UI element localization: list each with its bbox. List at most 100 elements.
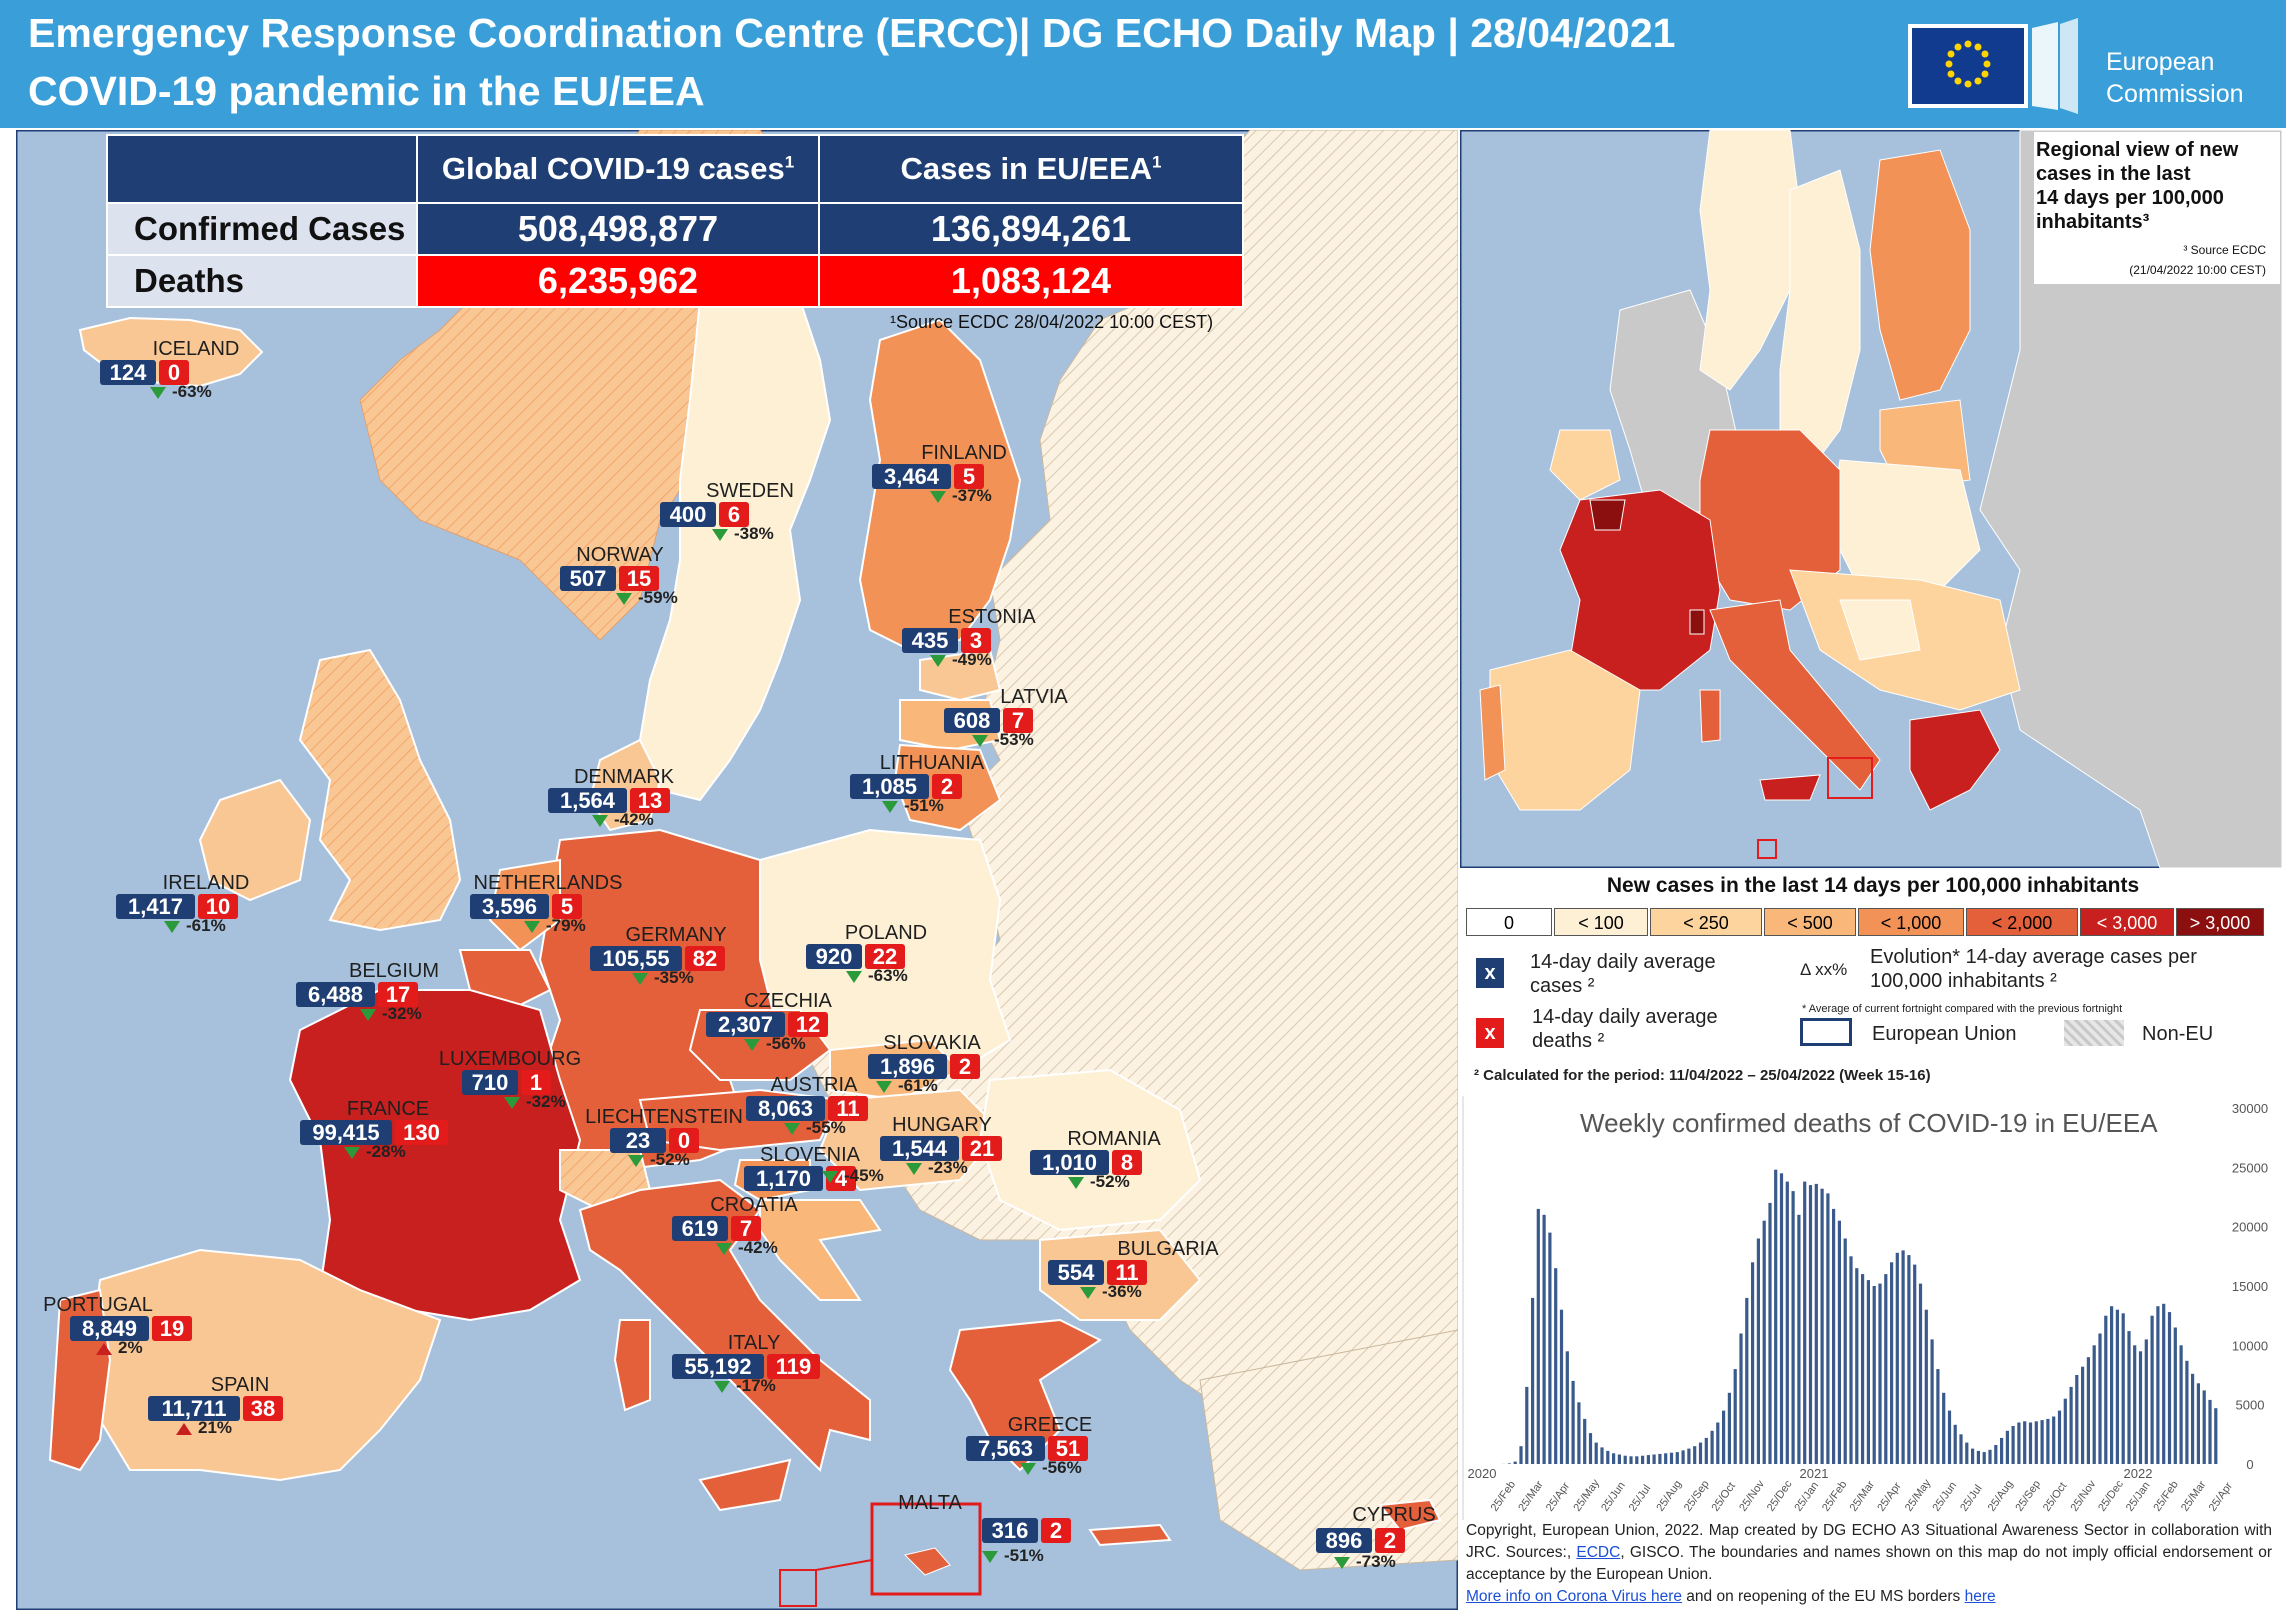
chart-bar [1988, 1449, 1992, 1464]
global-deaths-value: 6,235,962 [416, 254, 820, 308]
chart-bar [1907, 1255, 1911, 1464]
trend-down-icon [164, 920, 180, 933]
chart-bar [1600, 1447, 1604, 1464]
chart-bar [2063, 1398, 2067, 1464]
legend-deaths-swatch: x [1476, 1018, 1504, 1048]
legend-bin-1: < 100 [1554, 908, 1648, 936]
x-tick-label: 25/Jun [1599, 1480, 1628, 1514]
chart-bar [1785, 1181, 1789, 1464]
cases-badge-greece: 7,563 [966, 1436, 1045, 1461]
deaths-badge-belgium: 17 [378, 982, 418, 1007]
legend-bin-5: < 2,000 [1966, 908, 2078, 936]
trend-norway: -59% [616, 588, 678, 608]
country-name-luxembourg: LUXEMBOURG [438, 1048, 582, 1070]
x-tick-label: 25/May [1571, 1477, 1602, 1514]
chart-bar [1953, 1424, 1957, 1464]
trend-czechia: -56% [744, 1034, 806, 1054]
chart-bar [1768, 1202, 1772, 1464]
country-name-belgium: BELGIUM [348, 960, 440, 982]
global-confirmed-value: 508,498,877 [416, 202, 820, 256]
cases-badge-liechtenstein: 23 [610, 1128, 666, 1153]
italy-shape [578, 1178, 871, 1472]
x-tick-label: 25/Oct [1710, 1480, 1738, 1513]
trend-down-icon [150, 386, 166, 399]
chart-bar [1918, 1283, 1923, 1464]
trend-down-icon [712, 528, 728, 541]
deaths-badge-latvia: 7 [1003, 708, 1033, 733]
ec-logo: European Commission [1908, 16, 2286, 116]
trend-croatia: -42% [716, 1238, 778, 1258]
malta-shape [904, 1547, 951, 1576]
regional-poland [1829, 459, 1981, 591]
regional-sardinia [1699, 689, 1721, 743]
summary-table: Global COVID-19 cases1 Cases in EU/EEA1 … [106, 134, 1244, 308]
eu-cases-header: Cases in EU/EEA1 [818, 134, 1244, 204]
trend-down-icon [344, 1146, 360, 1159]
trend-lithuania: -51% [882, 796, 944, 816]
trend-down-icon [972, 734, 988, 747]
country-name-italy: ITALY [727, 1332, 781, 1354]
chart-bar [1826, 1193, 1830, 1464]
chart-bar [2167, 1312, 2172, 1464]
regional-title-4: inhabitants³ [2036, 211, 2150, 233]
chart-bar [1976, 1450, 1980, 1464]
regional-norway [1699, 130, 1801, 391]
chart-bar [2069, 1386, 2073, 1464]
trend-down-icon [714, 1380, 730, 1393]
cases-badge-hungary: 1,544 [880, 1136, 959, 1161]
country-name-estonia: ESTONIA [948, 606, 1036, 628]
trend-portugal: 2% [96, 1338, 143, 1358]
chart-bar [2214, 1408, 2218, 1464]
header-banner: Emergency Response Coordination Centre (… [0, 0, 2286, 128]
cases-badge-cyprus: 896 [1316, 1528, 1372, 1553]
trend-down-icon [906, 1162, 922, 1175]
year-label: 2020 [1468, 1466, 1497, 1481]
chart-bar [1577, 1402, 1581, 1464]
chart-bar [1698, 1442, 1703, 1464]
crete-shape [1088, 1523, 1172, 1547]
chart-bar [1646, 1455, 1650, 1464]
chart-bar [1878, 1283, 1882, 1464]
country-name-france: FRANCE [346, 1098, 430, 1120]
deaths-badge-netherlands: 5 [552, 894, 582, 919]
regional-non-eu-east [1979, 130, 2282, 868]
trend-germany: -35% [632, 968, 694, 988]
x-tick-label: 25/Mar [1848, 1479, 1878, 1514]
borders-link[interactable]: here [1964, 1588, 1996, 1605]
regional-sweden [1779, 169, 1861, 471]
trend-down-icon [360, 1008, 376, 1021]
legend-evo-line1: Evolution* 14-day average cases per [1870, 946, 2197, 968]
cases-badge-italy: 55,192 [672, 1354, 764, 1379]
chart-bar [1855, 1268, 1859, 1464]
ecdc-link[interactable]: ECDC [1576, 1544, 1621, 1561]
chart-bar [2127, 1331, 2131, 1464]
chart-bar [1542, 1214, 1546, 1464]
cases-badge-malta: 316 [982, 1518, 1038, 1543]
regional-hotspot [1589, 499, 1626, 531]
chart-bar [1513, 1461, 1517, 1464]
x-tick-label: 25/Nov [1737, 1478, 1767, 1514]
cases-badge-estonia: 435 [902, 628, 958, 653]
legend-evo-line2: 100,000 inhabitants ² [1870, 970, 2057, 992]
chart-bar [1623, 1455, 1627, 1464]
x-tick-label: 25/Apr [1875, 1480, 1904, 1514]
cases-badge-denmark: 1,564 [548, 788, 627, 813]
regional-hungary [1839, 599, 1921, 661]
chart-bar [2086, 1357, 2090, 1464]
chart-bar [2150, 1315, 2154, 1464]
chart-bar [1606, 1450, 1610, 1464]
spain-shape [88, 1248, 442, 1482]
chart-bar [1982, 1452, 1986, 1464]
country-name-netherlands: NETHERLANDS [473, 872, 623, 894]
chart-bar [1947, 1410, 1952, 1464]
deaths-badge-poland: 22 [865, 944, 905, 969]
chart-bar [1774, 1169, 1778, 1464]
chart-bar [1664, 1453, 1668, 1464]
trend-up-icon [96, 1342, 112, 1355]
chart-bar [2110, 1306, 2114, 1464]
more-info-link[interactable]: More info on Corona Virus here [1466, 1588, 1682, 1605]
legend-evo-symbol: Δ xx% [1800, 960, 1848, 979]
chart-bar [1525, 1386, 1529, 1464]
table-corner [106, 134, 418, 204]
